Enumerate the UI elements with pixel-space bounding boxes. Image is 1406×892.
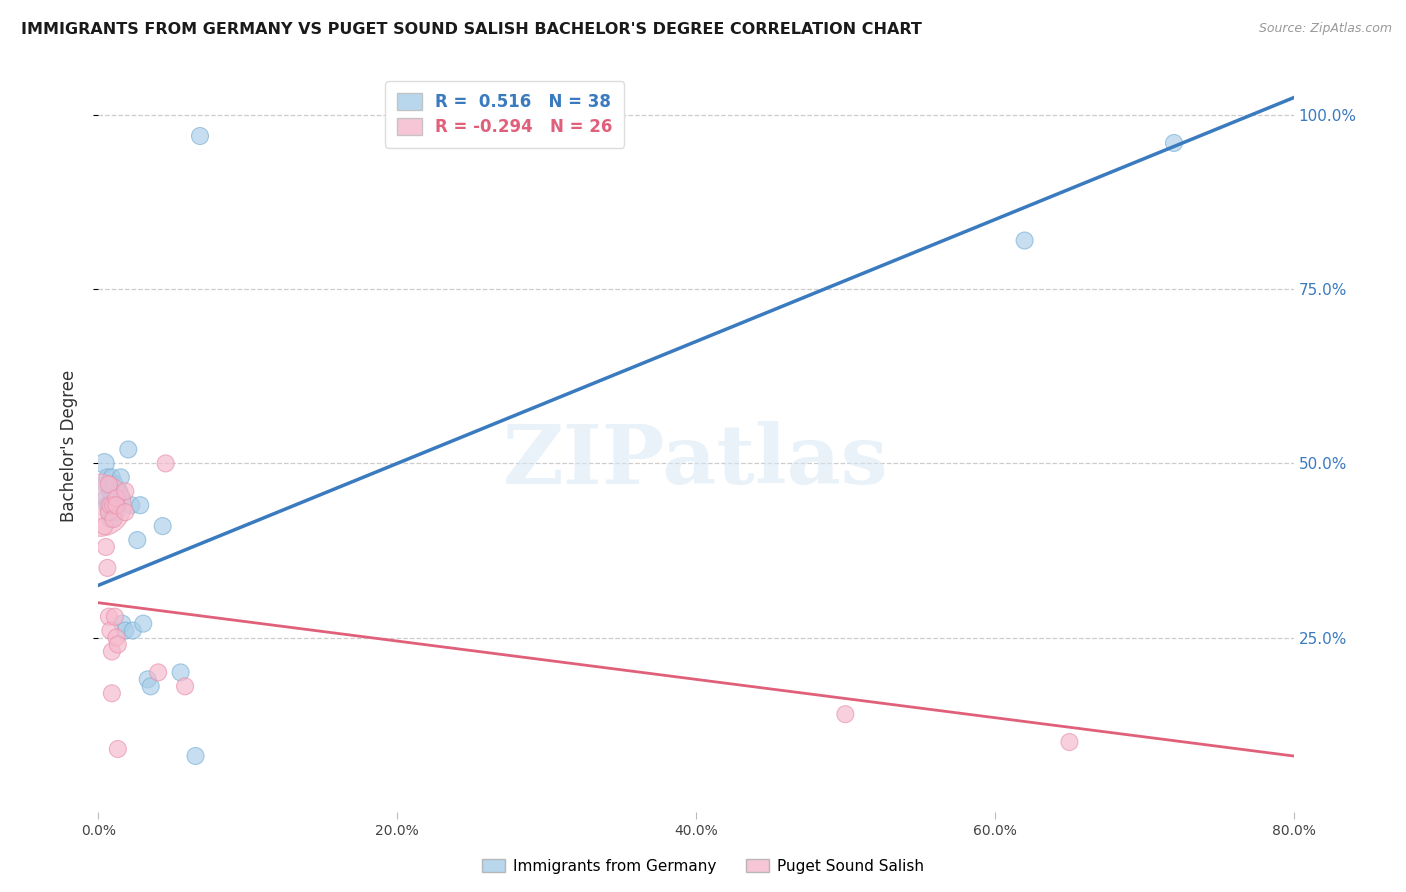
Point <box>107 498 129 512</box>
Point <box>174 679 197 693</box>
Point <box>834 707 856 722</box>
Point <box>114 624 136 638</box>
Point <box>105 631 128 645</box>
Point <box>105 491 128 506</box>
Point <box>111 491 134 506</box>
Point <box>107 638 129 652</box>
Point <box>103 498 125 512</box>
Point <box>96 498 118 512</box>
Point <box>105 498 128 512</box>
Legend: Immigrants from Germany, Puget Sound Salish: Immigrants from Germany, Puget Sound Sal… <box>475 853 931 880</box>
Text: ZIPatlas: ZIPatlas <box>503 421 889 500</box>
Point <box>114 505 136 519</box>
Point <box>98 484 122 499</box>
Point <box>184 749 207 764</box>
Text: Source: ZipAtlas.com: Source: ZipAtlas.com <box>1258 22 1392 36</box>
Point <box>114 484 136 499</box>
Point <box>98 498 122 512</box>
Y-axis label: Bachelor's Degree: Bachelor's Degree <box>59 370 77 522</box>
Point <box>1163 136 1185 150</box>
Point <box>97 477 120 491</box>
Point <box>104 477 127 491</box>
Point <box>103 505 125 519</box>
Point <box>121 624 143 638</box>
Point <box>94 491 117 506</box>
Point <box>188 128 211 143</box>
Point <box>96 561 118 575</box>
Point <box>96 470 118 484</box>
Point <box>148 665 170 680</box>
Point <box>107 484 129 499</box>
Point <box>101 644 124 658</box>
Point <box>152 519 174 533</box>
Point <box>169 665 191 680</box>
Point <box>105 498 128 512</box>
Point <box>1059 735 1081 749</box>
Point <box>101 470 124 484</box>
Point <box>111 616 134 631</box>
Point <box>94 477 117 491</box>
Point <box>93 457 115 471</box>
Point <box>103 512 125 526</box>
Point <box>97 609 120 624</box>
Point <box>89 498 111 512</box>
Point <box>94 540 117 554</box>
Point <box>127 533 149 547</box>
Point <box>97 505 120 519</box>
Point <box>101 686 124 700</box>
Point <box>97 505 120 519</box>
Point <box>107 742 129 756</box>
Point <box>101 498 124 512</box>
Point <box>103 484 125 499</box>
Point <box>93 519 115 533</box>
Point <box>132 616 155 631</box>
Point <box>139 679 162 693</box>
Point <box>108 484 131 499</box>
Point <box>129 498 152 512</box>
Point <box>105 505 128 519</box>
Point <box>155 457 177 471</box>
Point <box>136 673 159 687</box>
Point <box>98 624 122 638</box>
Point <box>1014 234 1036 248</box>
Text: IMMIGRANTS FROM GERMANY VS PUGET SOUND SALISH BACHELOR'S DEGREE CORRELATION CHAR: IMMIGRANTS FROM GERMANY VS PUGET SOUND S… <box>21 22 922 37</box>
Point <box>97 498 120 512</box>
Legend: R =  0.516   N = 38, R = -0.294   N = 26: R = 0.516 N = 38, R = -0.294 N = 26 <box>385 81 624 148</box>
Point <box>117 442 139 457</box>
Point <box>120 498 142 512</box>
Point <box>98 512 122 526</box>
Point <box>110 470 132 484</box>
Point <box>103 498 125 512</box>
Point <box>104 609 127 624</box>
